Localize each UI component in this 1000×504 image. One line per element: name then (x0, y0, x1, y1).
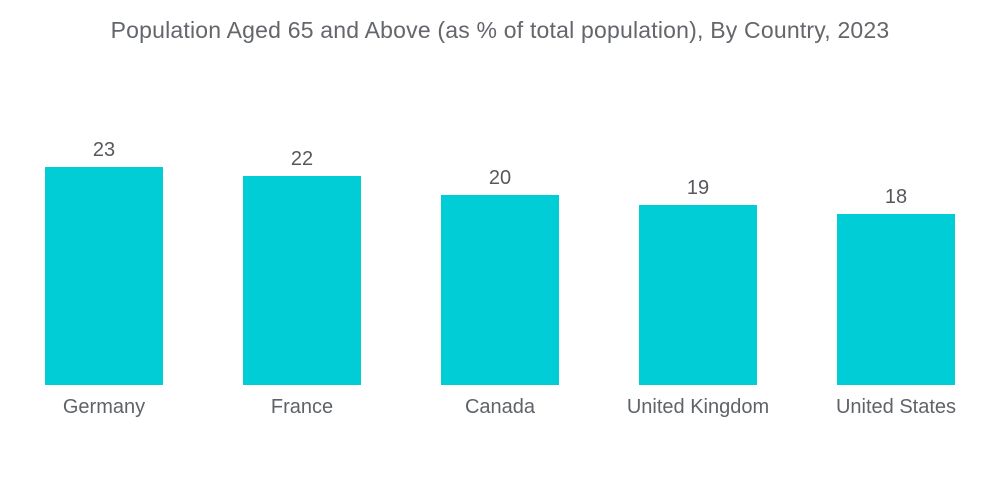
category-label: United States (835, 396, 957, 418)
bar-value-label: 20 (488, 167, 512, 189)
bar-value-label: 23 (92, 139, 116, 161)
bar-column: 22 France (203, 110, 401, 418)
bar-column: 23 Germany (5, 110, 203, 418)
plot-area: 23 Germany 22 France 20 Canada 19 United Kingdo… (5, 110, 995, 418)
category-label: Canada (464, 396, 536, 418)
bar (837, 214, 955, 385)
bar-value-label: 19 (686, 177, 710, 199)
bar-value-label: 22 (290, 148, 314, 170)
chart-title: Population Aged 65 and Above (as % of to… (110, 17, 890, 43)
category-label: United Kingdom (626, 396, 770, 418)
bar (441, 195, 559, 385)
category-label: Germany (62, 396, 146, 418)
bar-value-label: 18 (884, 186, 908, 208)
bar (45, 167, 163, 385)
bar (639, 205, 757, 385)
bar (243, 176, 361, 385)
bar-column: 19 United Kingdom (599, 110, 797, 418)
bar-column: 18 United States (797, 110, 995, 418)
category-label: France (270, 396, 334, 418)
bar-column: 20 Canada (401, 110, 599, 418)
